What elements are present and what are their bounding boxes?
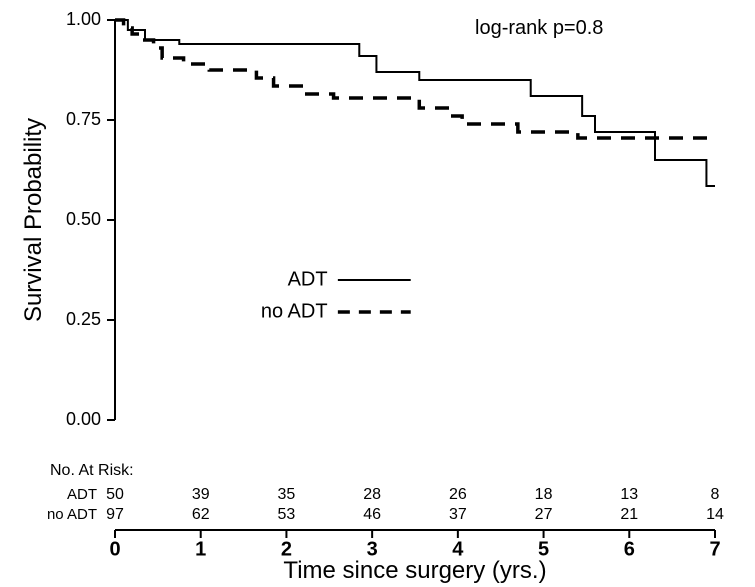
legend-label-ADT: ADT xyxy=(288,268,328,290)
y-tick-label: 1.00 xyxy=(66,9,101,29)
x-tick-label: 1 xyxy=(195,539,206,561)
risk-value: 21 xyxy=(620,506,638,523)
x-tick-label: 6 xyxy=(624,539,635,561)
logrank-annotation: log-rank p=0.8 xyxy=(475,17,603,39)
risk-value: 35 xyxy=(278,486,296,503)
series-no-adt xyxy=(115,20,715,138)
risk-row-label-no_ADT: no ADT xyxy=(47,506,97,523)
y-tick-label: 0.75 xyxy=(66,109,101,129)
y-tick-label: 0.50 xyxy=(66,209,101,229)
risk-row-label-ADT: ADT xyxy=(67,486,97,503)
risk-value: 62 xyxy=(192,506,210,523)
risk-value: 27 xyxy=(535,506,553,523)
risk-value: 97 xyxy=(106,506,124,523)
y-axis-title: Survival Probability xyxy=(20,118,47,322)
series-adt xyxy=(115,20,715,186)
legend-label-no_ADT: no ADT xyxy=(261,300,328,322)
risk-table-title: No. At Risk: xyxy=(50,462,134,479)
risk-value: 37 xyxy=(449,506,467,523)
risk-value: 14 xyxy=(706,506,724,523)
risk-value: 8 xyxy=(711,486,720,503)
risk-value: 28 xyxy=(363,486,381,503)
risk-value: 39 xyxy=(192,486,210,503)
y-tick-label: 0.00 xyxy=(66,409,101,429)
risk-value: 50 xyxy=(106,486,124,503)
risk-value: 18 xyxy=(535,486,553,503)
x-tick-label: 0 xyxy=(109,539,120,561)
km-chart: 0.00 0.25 0.50 0.75 1.00 Survival Probability… xyxy=(0,0,755,587)
x-axis-title: Time since surgery (yrs.) xyxy=(283,557,546,584)
y-tick-label: 0.25 xyxy=(66,309,101,329)
risk-value: 46 xyxy=(363,506,381,523)
x-tick-label: 7 xyxy=(709,539,720,561)
risk-value: 53 xyxy=(278,506,296,523)
risk-value: 26 xyxy=(449,486,467,503)
risk-value: 13 xyxy=(620,486,638,503)
